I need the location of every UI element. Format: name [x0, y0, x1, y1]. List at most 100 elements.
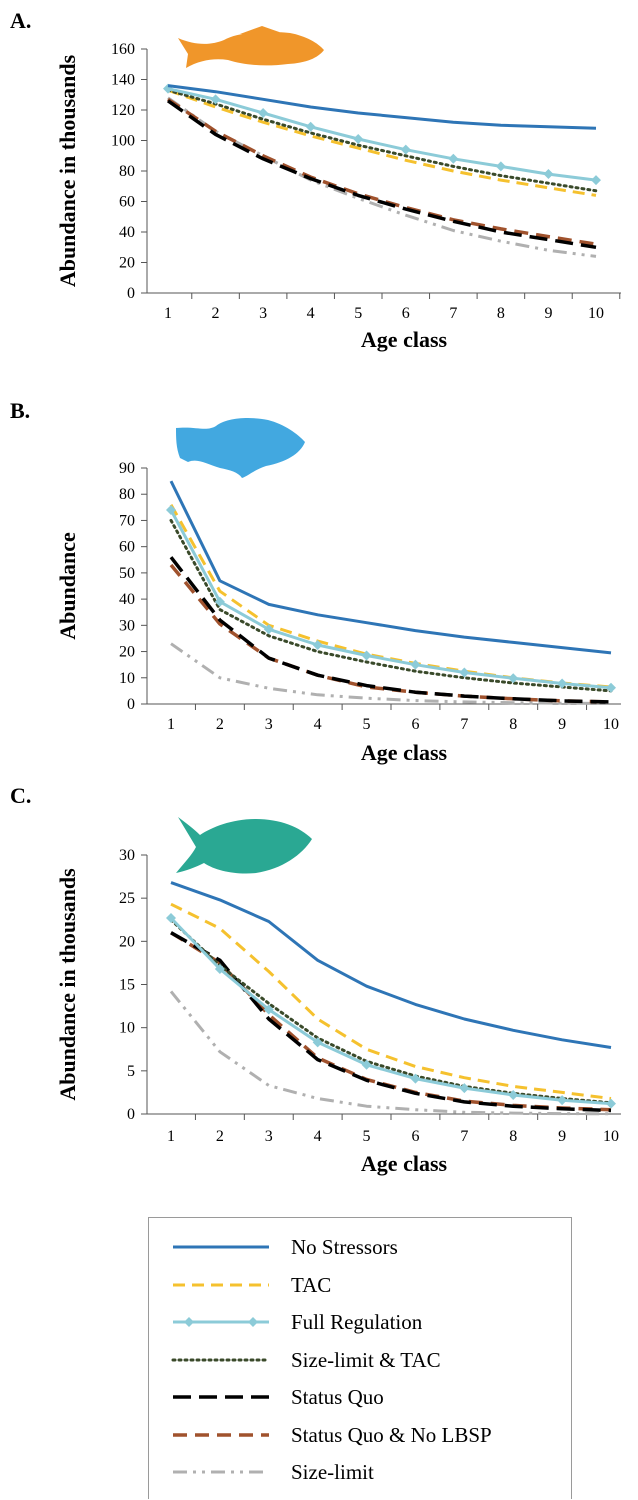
y-tick-label: 60	[119, 539, 135, 556]
series-line-status-quo-and-no-lbsp	[169, 563, 612, 704]
data-point-full-regulation	[166, 913, 176, 924]
x-tick-label: 1	[167, 1128, 175, 1145]
data-point-full-regulation	[353, 133, 364, 144]
data-point-full-regulation	[410, 659, 421, 670]
x-tick-label: 5	[363, 716, 371, 733]
data-point-full-regulation	[258, 108, 269, 119]
legend-label: Full Regulation	[291, 1310, 423, 1334]
legend-label: Size-limit & TAC	[291, 1347, 441, 1372]
data-point-full-regulation	[557, 1095, 568, 1106]
y-tick-label: 50	[119, 565, 135, 582]
data-point-full-regulation	[557, 678, 568, 689]
data-point-full-regulation	[591, 175, 601, 186]
panel-c: C. 0 5 10 15 20 25 30 1 2 3 4 5 6 7 8 9 10 Age class Abund…	[0, 775, 638, 1190]
data-point-full-regulation	[606, 682, 616, 693]
y-tick-label: 10	[119, 1020, 135, 1037]
series-line-tac	[167, 88, 597, 197]
series-line-tac	[170, 902, 612, 1100]
data-point-full-regulation	[166, 504, 176, 515]
panel-a: A. 0 20 40 60 80 100 120 140 160 1 2 3 4 5 6 7 8 9 10 Age c…	[0, 0, 638, 360]
fish-icon	[176, 418, 305, 478]
legend-item-size-limit: Size-limit	[149, 1457, 571, 1487]
y-tick-label: 90	[119, 460, 135, 477]
legend-item-status-quo: Status Quo	[149, 1382, 571, 1412]
series-line-status-quo-and-no-lbsp	[167, 97, 597, 246]
y-tick-label: 30	[119, 847, 135, 864]
series-line-size-limit-and-tac	[169, 518, 613, 693]
data-point-full-regulation	[508, 1090, 519, 1101]
chart-b: 0 10 20 30 40 50 60 70 80 90 1 2 3 4 5 6 7 8 9 10 Age class A…	[55, 418, 621, 765]
y-tick-label: 160	[111, 41, 135, 58]
y-axis-label: Abundance in thousands	[55, 54, 80, 287]
y-tick-label: 140	[111, 72, 135, 89]
x-tick-label: 6	[411, 716, 419, 733]
data-point-full-regulation	[312, 640, 323, 650]
legend-label: Size-limit	[291, 1460, 374, 1484]
y-tick-label: 40	[119, 591, 135, 608]
data-point-full-regulation	[361, 1059, 372, 1070]
series-line-full-regulation	[167, 87, 597, 182]
y-tick-label: 25	[119, 890, 135, 907]
data-point-full-regulation	[214, 963, 225, 974]
y-tick-label: 80	[119, 486, 135, 503]
x-tick-label: 5	[354, 305, 362, 322]
x-tick-label: 3	[259, 305, 267, 322]
series-line-status-quo	[170, 931, 612, 1113]
chart-legend: No Stressors TAC Full Regulation Size-limit…	[148, 1217, 572, 1499]
x-tick-label: 9	[558, 716, 566, 733]
chart-c: 0 5 10 15 20 25 30 1 2 3 4 5 6 7 8 9 10 Age class Abundanc…	[55, 817, 621, 1176]
series-line-status-quo	[169, 556, 612, 704]
legend-label: TAC	[291, 1272, 332, 1297]
legend-label: No Stressors	[291, 1235, 398, 1259]
x-tick-label: 3	[265, 716, 273, 733]
series-line-full-regulation	[169, 509, 612, 690]
x-axis-label: Age class	[361, 327, 448, 352]
x-tick-label: 9	[544, 305, 552, 322]
x-tick-label: 6	[411, 1128, 419, 1145]
series-line-no-stressors	[169, 480, 612, 655]
y-tick-label: 70	[119, 512, 135, 529]
data-point-full-regulation	[459, 667, 470, 678]
x-tick-label: 7	[460, 1128, 468, 1145]
y-tick-label: 20	[119, 255, 135, 272]
legend-swatch	[173, 1395, 269, 1399]
x-axis-label: Age class	[361, 740, 448, 765]
legend-label: Status Quo	[291, 1385, 384, 1409]
x-tick-label: 2	[216, 1128, 224, 1145]
series-line-size-limit-and-tac	[166, 88, 598, 193]
x-tick-label: 2	[216, 716, 224, 733]
x-tick-label: 1	[167, 716, 175, 733]
x-tick-label: 4	[307, 305, 315, 322]
y-tick-label: 30	[119, 617, 135, 634]
y-tick-label: 40	[119, 224, 135, 241]
data-point-full-regulation	[210, 94, 221, 105]
x-tick-label: 10	[603, 716, 619, 733]
x-tick-label: 10	[603, 1128, 619, 1145]
data-point-full-regulation	[448, 153, 459, 164]
y-tick-label: 20	[119, 644, 135, 661]
data-point-full-regulation	[606, 1098, 616, 1109]
y-tick-label: 100	[111, 133, 135, 150]
y-tick-label: 60	[119, 194, 135, 211]
legend-item-no-stressors: No Stressors	[149, 1232, 571, 1262]
fish-icon	[178, 26, 324, 68]
data-point-full-regulation	[400, 144, 411, 155]
data-point-full-regulation	[361, 650, 372, 661]
x-tick-label: 8	[497, 305, 505, 322]
x-tick-label: 8	[509, 1128, 517, 1145]
x-tick-label: 6	[402, 305, 410, 322]
y-axis-label: Abundance	[55, 532, 80, 640]
panel-letter-b: B.	[10, 398, 31, 423]
y-tick-label: 0	[127, 696, 135, 713]
series-line-no-stressors	[167, 84, 597, 130]
legend-item-size-limit-and-tac: Size-limit & TAC	[149, 1345, 571, 1375]
x-tick-label: 10	[588, 305, 604, 322]
y-tick-label: 120	[111, 102, 135, 119]
data-point-full-regulation	[459, 1083, 470, 1094]
panel-letter-a: A.	[10, 8, 32, 33]
data-point-full-regulation	[214, 596, 225, 607]
y-axis-label: Abundance in thousands	[55, 868, 80, 1101]
y-tick-label: 15	[119, 977, 135, 994]
legend-item-tac: TAC	[149, 1270, 571, 1300]
legend-swatch	[173, 1317, 269, 1327]
